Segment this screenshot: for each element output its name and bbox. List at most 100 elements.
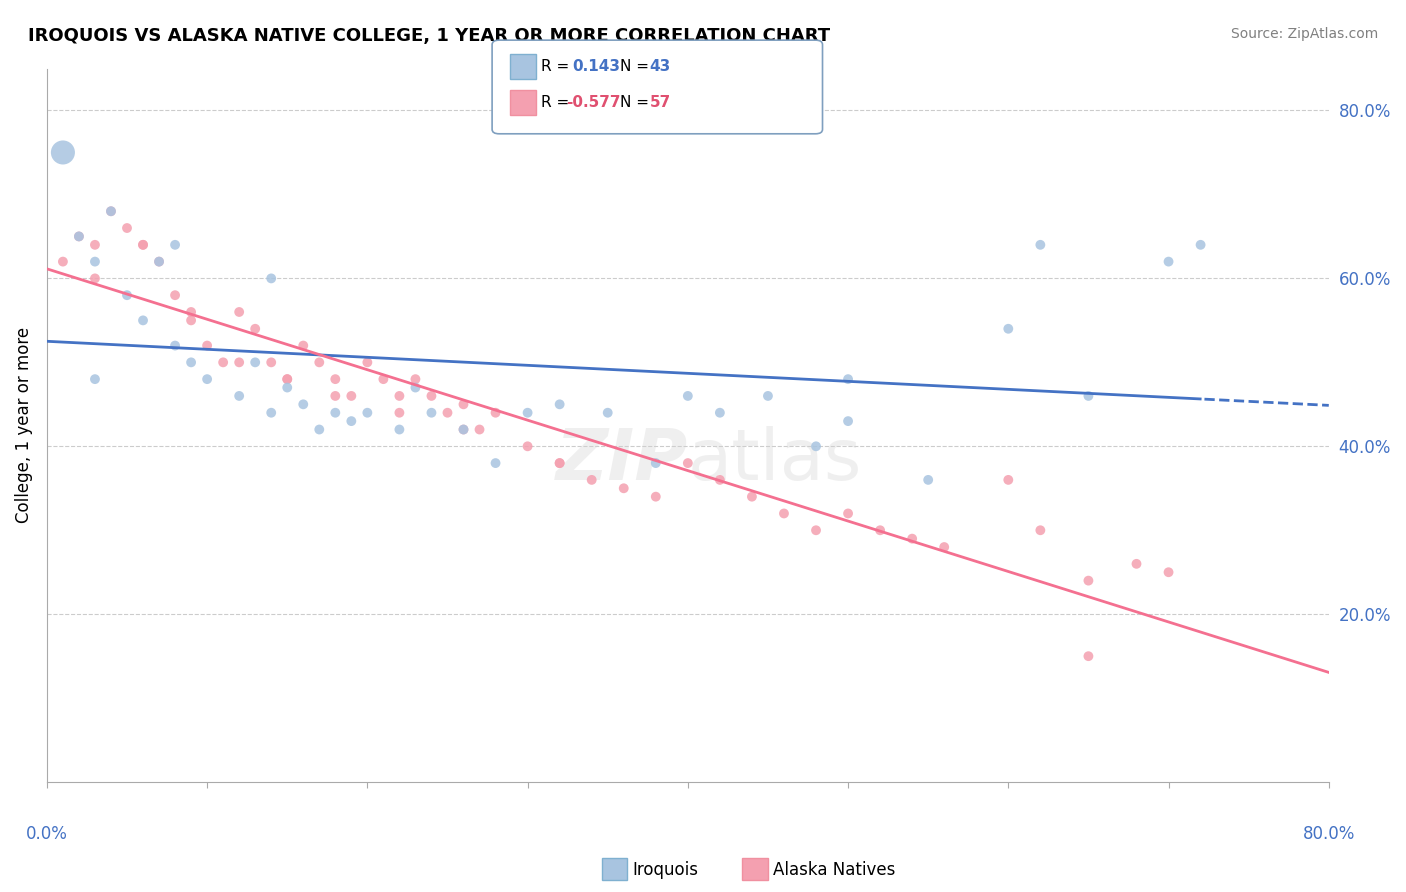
Point [84,372,107,386]
Point [837,372,859,386]
Point [468,423,491,437]
Point [84,237,107,252]
Point [308,355,330,369]
Text: Iroquois: Iroquois [633,861,699,879]
Point [548,456,571,470]
Text: -0.577: -0.577 [567,95,621,110]
Text: R =: R = [541,60,575,74]
Text: IROQUOIS VS ALASKA NATIVE COLLEGE, 1 YEAR OR MORE CORRELATION CHART: IROQUOIS VS ALASKA NATIVE COLLEGE, 1 YEA… [28,27,831,45]
Point [741,490,763,504]
Point [323,372,346,386]
Point [356,406,378,420]
Text: 57: 57 [650,95,671,110]
Point [276,372,298,386]
Point [52,254,75,268]
Point [1189,237,1212,252]
Point [453,397,475,411]
Point [596,406,619,420]
Text: 0.143: 0.143 [572,60,620,74]
Point [245,355,267,369]
Point [100,204,122,219]
Point [404,372,426,386]
Point [132,237,155,252]
Point [260,271,283,285]
Y-axis label: College, 1 year or more: College, 1 year or more [15,327,32,524]
Point [148,254,170,268]
Point [709,406,731,420]
Point [453,423,475,437]
Point [195,338,218,352]
Text: atlas: atlas [688,426,862,495]
Point [340,389,363,403]
Point [388,389,411,403]
Point [1077,574,1099,588]
Point [613,481,636,495]
Text: R =: R = [541,95,575,110]
Point [115,221,138,235]
Point [901,532,924,546]
Point [276,380,298,394]
Point [1157,566,1180,580]
Point [356,355,378,369]
Point [1029,237,1052,252]
Point [804,523,827,537]
Point [709,473,731,487]
Point [115,288,138,302]
Point [644,456,666,470]
Point [1077,649,1099,664]
Point [516,439,538,453]
Point [997,473,1019,487]
Point [132,237,155,252]
Point [1125,557,1147,571]
Point [308,423,330,437]
Point [548,397,571,411]
Point [165,288,187,302]
Text: 80.0%: 80.0% [1302,825,1355,843]
Point [260,406,283,420]
Point [644,490,666,504]
Point [404,380,426,394]
Point [997,322,1019,336]
Point [484,456,506,470]
Text: Source: ZipAtlas.com: Source: ZipAtlas.com [1230,27,1378,41]
Point [84,254,107,268]
Point [228,305,250,319]
Point [676,389,699,403]
Point [340,414,363,428]
Point [67,229,90,244]
Point [756,389,779,403]
Point [420,389,443,403]
Point [276,372,298,386]
Point [484,406,506,420]
Point [373,372,395,386]
Text: 43: 43 [650,60,671,74]
Point [773,507,796,521]
Point [165,338,187,352]
Point [1157,254,1180,268]
Point [548,456,571,470]
Point [245,322,267,336]
Point [420,406,443,420]
Point [323,406,346,420]
Text: Alaska Natives: Alaska Natives [773,861,896,879]
Text: 0.0%: 0.0% [25,825,67,843]
Point [228,355,250,369]
Point [228,389,250,403]
Point [180,355,202,369]
Point [934,540,956,554]
Point [917,473,939,487]
Point [453,423,475,437]
Point [837,507,859,521]
Point [52,145,75,160]
Point [436,406,458,420]
Point [516,406,538,420]
Point [581,473,603,487]
Point [323,389,346,403]
Point [180,313,202,327]
Point [195,372,218,386]
Point [84,271,107,285]
Point [837,414,859,428]
Point [1077,389,1099,403]
Point [212,355,235,369]
Point [292,397,315,411]
